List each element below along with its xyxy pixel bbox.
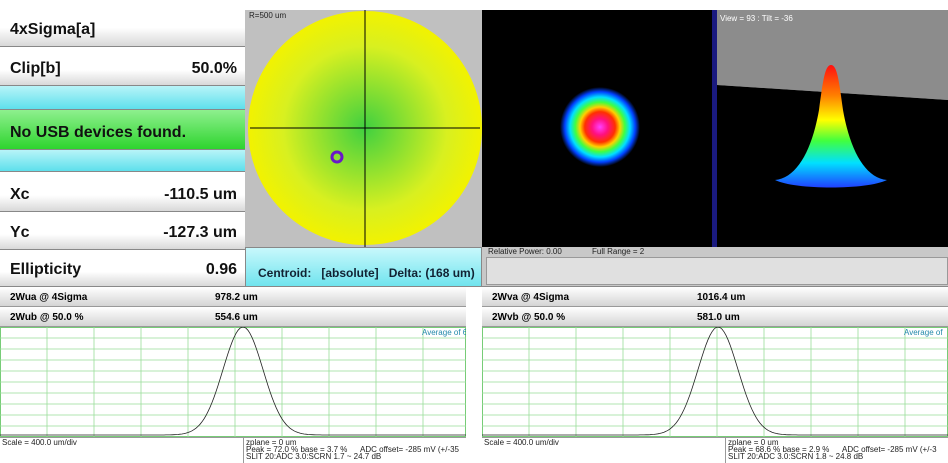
profile-row: 2Wva @ 4Sigma 1016.4 um: [482, 287, 948, 307]
measure-value: 581.0 um: [697, 312, 740, 323]
adc-label: ADC offset= -285 mV (+/-3: [842, 445, 937, 454]
profile-curve: [0, 327, 466, 436]
yc-value: -127.3 um: [163, 224, 237, 241]
profile-row: 2Wub @ 50.0 % 554.6 um: [0, 307, 466, 327]
peak-label: Peak = 72.0 % base = 3.7 %: [246, 445, 348, 454]
ellipticity-label: Ellipticity: [10, 261, 82, 278]
average-label: Average of: [904, 328, 943, 337]
yc-row: Yc -127.3 um: [0, 212, 245, 250]
measure-value: 978.2 um: [215, 292, 258, 303]
clip-label: Clip[b]: [10, 60, 61, 77]
measure-label: 2Wvb @ 50.0 %: [492, 312, 566, 323]
adc-label: ADC offset= -285 mV (+/-35: [360, 445, 460, 454]
view-3d: View = 93 : Tilt = -36: [717, 10, 948, 247]
scale-label: Scale = 400.0 um/div: [484, 438, 559, 447]
mode-row: 4xSigma[a]: [0, 0, 245, 47]
zplane-label: zplane = 0 um: [246, 438, 297, 447]
centroid-view: R=500 um: [245, 10, 482, 247]
status: No USB devices found.: [10, 124, 187, 141]
ellipticity-row: Ellipticity 0.96: [0, 250, 245, 287]
divider: [243, 438, 244, 463]
beam-spot: [560, 87, 640, 167]
measure-label: 2Wva @ 4Sigma: [492, 292, 570, 303]
clip-value: 50.0%: [191, 60, 237, 77]
clip-row: Clip[b] 50.0%: [0, 47, 245, 86]
full-range: Full Range = 2: [592, 247, 645, 256]
scale-label: Scale = 400.0 um/div: [2, 438, 77, 447]
radius-label: R=500 um: [249, 11, 286, 20]
centroid-marker: [330, 150, 344, 164]
delta: Delta: (168 um): [388, 266, 475, 280]
relative-power: Relative Power: 0.00: [488, 247, 562, 256]
power-bar: [486, 257, 948, 285]
beam-view: [482, 10, 717, 247]
power-panel: Relative Power: 0.00 Full Range = 2: [482, 247, 948, 287]
measure-value: 1016.4 um: [697, 292, 746, 303]
slit-label: SLIT 20:ADC 3.0:SCRN 1.8 ~ 24.8 dB: [728, 452, 864, 461]
backdrop: [717, 10, 948, 100]
profile-plot: Average of 6: [0, 327, 466, 437]
profile-row: 2Wvb @ 50.0 % 581.0 um: [482, 307, 948, 327]
divider: [712, 10, 717, 247]
centroid-box: Centroid: [absolute] Delta: (168 um): [245, 247, 482, 287]
profile-plot: Average of: [482, 327, 948, 437]
profile-row: 2Wua @ 4Sigma 978.2 um: [0, 287, 466, 307]
mode: 4xSigma[a]: [10, 21, 96, 38]
bar: [0, 86, 245, 110]
status-row: No USB devices found.: [0, 110, 245, 150]
profile-footer: Scale = 400.0 um/div zplane = 0 um Peak = …: [482, 437, 948, 463]
measure-label: 2Wub @ 50.0 %: [10, 312, 84, 323]
centroid: Centroid:: [258, 266, 312, 280]
divider: [725, 438, 726, 463]
profile-footer: Scale = 400.0 um/div zplane = 0 um Peak = …: [0, 437, 466, 463]
measure-value: 554.6 um: [215, 312, 258, 323]
profile-curve: [482, 327, 948, 436]
centroid-mode: [absolute]: [321, 266, 379, 280]
peak-label: Peak = 68.6 % base = 2.9 %: [728, 445, 830, 454]
beam-surface: [775, 65, 887, 188]
slit-label: SLIT 20:ADC 3.0:SCRN 1.7 ~ 24.7 dB: [246, 452, 382, 461]
average-label: Average of 6: [422, 328, 466, 337]
bar: [0, 150, 245, 172]
zplane-label: zplane = 0 um: [728, 438, 779, 447]
xc-row: Xc -110.5 um: [0, 172, 245, 212]
xc-value: -110.5 um: [164, 186, 237, 203]
xc-label: Xc: [10, 186, 30, 203]
yc-label: Yc: [10, 224, 30, 241]
measure-label: 2Wua @ 4Sigma: [10, 292, 88, 303]
ellipticity-value: 0.96: [205, 261, 237, 278]
view-label: View = 93 : Tilt = -36: [720, 14, 793, 23]
